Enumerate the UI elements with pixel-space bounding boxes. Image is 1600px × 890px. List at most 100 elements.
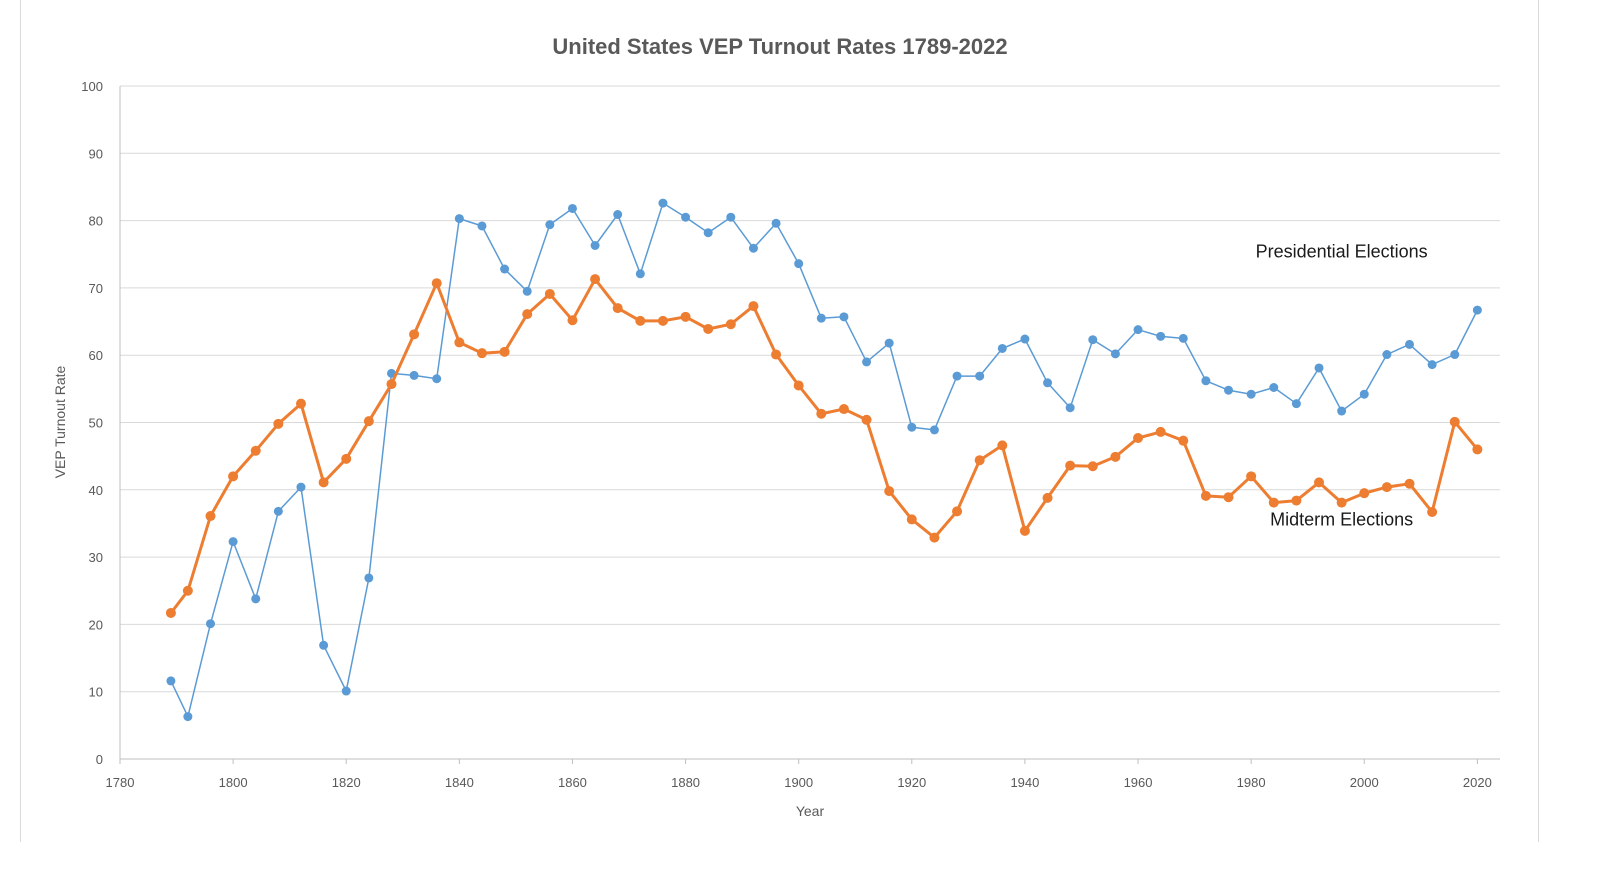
x-tick-label: 1900 bbox=[784, 775, 813, 790]
data-point bbox=[1337, 406, 1347, 416]
data-point bbox=[273, 418, 284, 429]
series-annotation: Presidential Elections bbox=[1256, 242, 1428, 262]
data-point bbox=[771, 218, 781, 228]
data-point bbox=[1110, 349, 1120, 359]
x-tick-label: 1940 bbox=[1010, 775, 1039, 790]
data-point bbox=[166, 676, 176, 686]
series-annotation: Midterm Elections bbox=[1270, 509, 1413, 529]
data-point bbox=[544, 288, 555, 299]
data-point bbox=[1224, 385, 1234, 395]
data-point bbox=[499, 346, 510, 357]
data-point bbox=[1156, 331, 1166, 341]
data-point bbox=[590, 274, 601, 285]
data-point bbox=[703, 323, 714, 334]
data-point bbox=[1269, 383, 1279, 393]
data-point bbox=[1450, 350, 1460, 360]
data-point bbox=[273, 506, 283, 516]
data-point bbox=[1178, 435, 1189, 446]
y-tick-label: 100 bbox=[81, 79, 103, 94]
data-point bbox=[205, 511, 216, 522]
data-point bbox=[454, 337, 465, 348]
x-tick-label: 2000 bbox=[1350, 775, 1379, 790]
y-tick-label: 60 bbox=[89, 348, 103, 363]
data-point bbox=[1449, 416, 1460, 427]
data-point bbox=[952, 506, 963, 517]
y-tick-label: 50 bbox=[89, 416, 103, 431]
x-tick-label: 1920 bbox=[897, 775, 926, 790]
y-tick-label: 40 bbox=[89, 483, 103, 498]
x-tick-label: 1960 bbox=[1124, 775, 1153, 790]
data-point bbox=[1223, 492, 1234, 503]
data-point bbox=[884, 338, 894, 348]
y-tick-label: 70 bbox=[89, 281, 103, 296]
x-tick-label: 1980 bbox=[1237, 775, 1266, 790]
data-point bbox=[771, 349, 782, 360]
series bbox=[165, 198, 1483, 722]
data-point bbox=[1472, 444, 1483, 455]
y-tick-label: 20 bbox=[89, 617, 103, 632]
data-point bbox=[1201, 376, 1211, 386]
y-tick-label: 30 bbox=[89, 550, 103, 565]
data-point bbox=[657, 315, 668, 326]
y-axis-title: VEP Turnout Rate bbox=[52, 365, 68, 478]
data-point bbox=[997, 343, 1007, 353]
data-point bbox=[590, 241, 600, 251]
y-tick-label: 0 bbox=[96, 752, 103, 767]
axes: 0 10 20 30 40 50 60 70 80 90 100 1780 1800 1820 1840 18… bbox=[81, 79, 1500, 790]
data-point bbox=[341, 686, 351, 696]
data-point bbox=[1088, 335, 1098, 345]
data-point bbox=[726, 212, 736, 222]
data-point bbox=[1404, 478, 1415, 489]
data-point bbox=[906, 514, 917, 525]
data-point bbox=[1381, 482, 1392, 493]
data-point bbox=[364, 573, 374, 583]
data-point bbox=[974, 455, 985, 466]
data-point bbox=[1246, 389, 1256, 399]
data-point bbox=[635, 269, 645, 279]
data-point bbox=[680, 311, 691, 322]
data-point bbox=[1019, 525, 1030, 536]
data-point bbox=[1065, 460, 1076, 471]
data-point bbox=[1314, 363, 1324, 373]
x-tick-label: 1820 bbox=[332, 775, 361, 790]
data-point bbox=[386, 379, 397, 390]
data-point bbox=[432, 374, 442, 384]
data-point bbox=[295, 398, 306, 409]
data-point bbox=[861, 414, 872, 425]
data-point bbox=[522, 286, 532, 296]
data-point bbox=[251, 594, 261, 604]
series-presidential-elections bbox=[166, 198, 1482, 722]
data-point bbox=[862, 357, 872, 367]
y-tick-label: 80 bbox=[89, 214, 103, 229]
data-point bbox=[1405, 339, 1415, 349]
data-point bbox=[1110, 451, 1121, 462]
data-point bbox=[681, 212, 691, 222]
data-point bbox=[703, 228, 713, 238]
data-point bbox=[409, 329, 420, 340]
data-point bbox=[1427, 360, 1437, 370]
data-point bbox=[1020, 334, 1030, 344]
data-point bbox=[794, 259, 804, 269]
data-point bbox=[1359, 488, 1370, 499]
data-point bbox=[635, 315, 646, 326]
data-point bbox=[477, 221, 487, 231]
data-point bbox=[319, 640, 329, 650]
data-point bbox=[431, 278, 442, 289]
data-point bbox=[838, 404, 849, 415]
data-point bbox=[1042, 492, 1053, 503]
x-tick-label: 1800 bbox=[219, 775, 248, 790]
data-point bbox=[839, 312, 849, 322]
data-point bbox=[363, 416, 374, 427]
data-point bbox=[296, 482, 306, 492]
data-point bbox=[1359, 389, 1369, 399]
data-point bbox=[318, 477, 329, 488]
data-point bbox=[658, 198, 668, 208]
data-point bbox=[1133, 432, 1144, 443]
data-point bbox=[476, 348, 487, 359]
data-point bbox=[1336, 497, 1347, 508]
x-tick-label: 1780 bbox=[106, 775, 135, 790]
data-point bbox=[907, 422, 917, 432]
data-point bbox=[1087, 461, 1098, 472]
data-point bbox=[1178, 333, 1188, 343]
